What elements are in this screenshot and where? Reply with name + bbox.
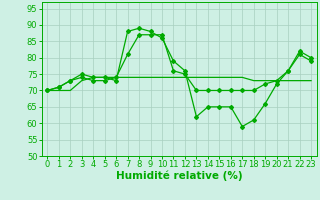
X-axis label: Humidité relative (%): Humidité relative (%) — [116, 171, 243, 181]
